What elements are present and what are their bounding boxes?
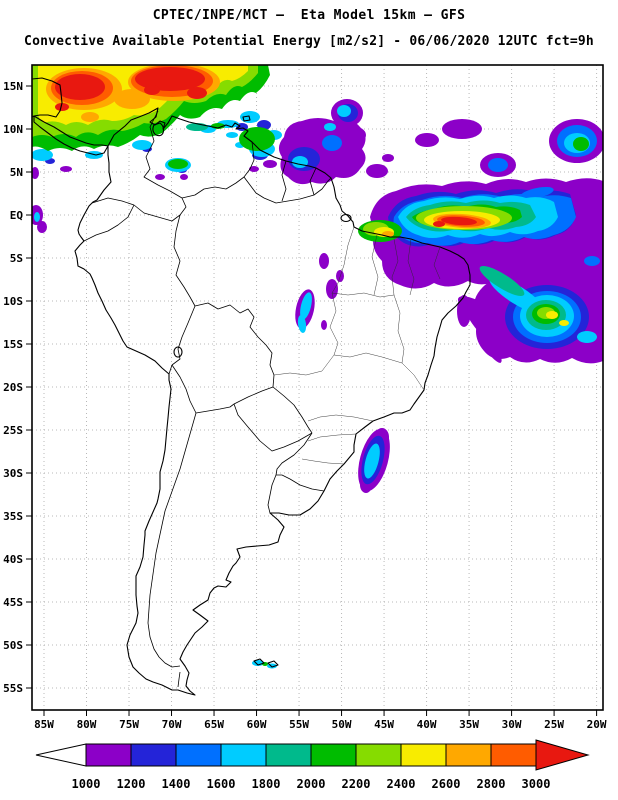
lon-label: 45W [374, 718, 394, 731]
colorbar-tick-label: 1600 [207, 777, 236, 791]
lon-label: 20W [587, 718, 607, 731]
colorbar-tick-label: 1200 [117, 777, 146, 791]
lat-label: 30S [3, 467, 23, 480]
lat-label: EQ [10, 209, 24, 222]
colorbar-segment [400, 743, 447, 767]
colorbar-segment [130, 743, 177, 767]
lat-label: 5N [10, 166, 23, 179]
plot-subtitle: Convective Available Potential Energy [m… [24, 34, 594, 49]
lon-label: 70W [162, 718, 182, 731]
lat-label: 35S [3, 510, 23, 523]
colorbar-tick-label: 2600 [432, 777, 461, 791]
lon-label: 50W [332, 718, 352, 731]
lat-label: 55S [3, 682, 23, 695]
lon-label: 35W [459, 718, 479, 731]
lon-label: 65W [204, 718, 224, 731]
lat-label: 5S [10, 252, 23, 265]
lon-label: 25W [544, 718, 564, 731]
colorbar-below-min-arrow [35, 743, 87, 767]
colorbar-tick-label: 2400 [387, 777, 416, 791]
lat-label: 15S [3, 338, 23, 351]
lat-label: 45S [3, 596, 23, 609]
lat-label: 50S [3, 639, 23, 652]
lat-label: 40S [3, 553, 23, 566]
colorbar-tick-label: 2800 [477, 777, 506, 791]
colorbar-segment [85, 743, 132, 767]
colorbar-segment [220, 743, 267, 767]
colorbar-tick-label: 2200 [342, 777, 371, 791]
colorbar-segment [355, 743, 402, 767]
colorbar-tick-label: 1000 [72, 777, 101, 791]
lon-label: 60W [247, 718, 267, 731]
lat-label: 25S [3, 424, 23, 437]
lon-label: 40W [417, 718, 437, 731]
lat-label: 15N [3, 80, 23, 93]
plot-title: CPTEC/INPE/MCT – Eta Model 15km – GFS [152, 8, 466, 23]
lat-label: 10N [3, 123, 23, 136]
coastline-layer [32, 77, 471, 696]
lat-label: 10S [3, 295, 23, 308]
colorbar-tick-label: 1400 [162, 777, 191, 791]
lon-label: 30W [502, 718, 522, 731]
lat-label: 20S [3, 381, 23, 394]
state-borders [273, 226, 441, 465]
map-plot: 15N 10N 5N EQ 5S 10S 15S 20S 25S 30S 35S 40S 45S 50S 5… [3, 64, 607, 731]
colorbar-segment [490, 743, 537, 767]
lon-label: 80W [77, 718, 97, 731]
colorbar-segment [445, 743, 492, 767]
colorbar-segment [265, 743, 312, 767]
lon-label: 55W [289, 718, 309, 731]
colorbar-tick-label: 1800 [252, 777, 281, 791]
lon-label: 85W [34, 718, 54, 731]
colorbar-segment [175, 743, 222, 767]
axes-labels: 15N 10N 5N EQ 5S 10S 15S 20S 25S 30S 35S 40S 45S 50S 5… [3, 80, 607, 731]
colorbar-segment [310, 743, 357, 767]
colorbar-tick-label: 2000 [297, 777, 326, 791]
country-borders [83, 110, 332, 688]
lon-label: 75W [119, 718, 139, 731]
cape-shaded-field [32, 65, 603, 669]
colorbar-above-max-arrow [535, 739, 590, 771]
colorbar-legend: 1000 1200 1400 1600 1800 2000 2200 2400 2600 2800… [35, 739, 590, 791]
cape-level-above-3000-region [55, 67, 477, 227]
colorbar-tick-label: 3000 [522, 777, 551, 791]
